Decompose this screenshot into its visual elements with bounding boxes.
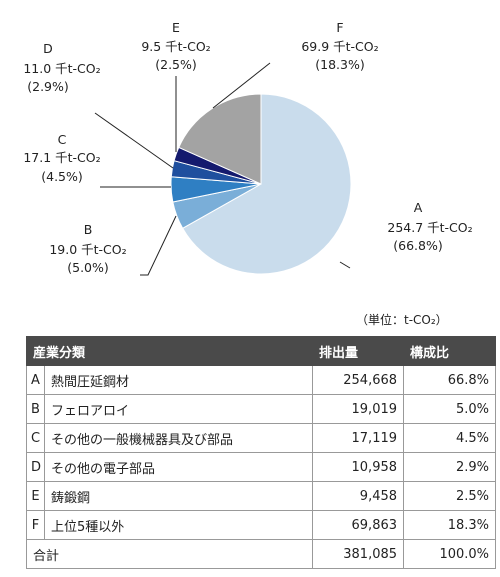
slice-amount-label: 254.7 千t-CO₂ bbox=[387, 220, 472, 235]
row-code: D bbox=[26, 452, 45, 482]
header-share: 構成比 bbox=[403, 336, 497, 366]
row-name: 熱間圧延鋼材 bbox=[43, 365, 314, 395]
row-share: 4.5% bbox=[403, 423, 497, 453]
row-emission: 17,119 bbox=[312, 423, 405, 453]
total-share: 100.0% bbox=[403, 539, 497, 569]
slice-amount-label: 9.5 千t-CO₂ bbox=[141, 39, 210, 54]
row-emission: 9,458 bbox=[312, 481, 405, 511]
slice-percent-label: (2.5%) bbox=[155, 57, 197, 72]
table-row: F 上位5種以外 69,863 18.3% bbox=[26, 510, 497, 540]
row-emission: 254,668 bbox=[312, 365, 405, 395]
row-name: その他の一般機械器具及び部品 bbox=[43, 423, 314, 453]
slice-amount-label: 19.0 千t-CO₂ bbox=[49, 242, 126, 257]
table-header-row: 産業分類 排出量 構成比 bbox=[25, 336, 497, 366]
table-row: C その他の一般機械器具及び部品 17,119 4.5% bbox=[26, 423, 497, 453]
slice-percent-label: (5.0%) bbox=[67, 260, 109, 275]
total-emission: 381,085 bbox=[312, 539, 405, 569]
row-share: 2.9% bbox=[403, 452, 497, 482]
table-total-row: 合計 381,085 100.0% bbox=[25, 539, 497, 569]
leader-line-d bbox=[94, 112, 174, 169]
emission-table: 産業分類 排出量 構成比 A 熱間圧延鋼材 254,668 66.8% B フェ… bbox=[25, 336, 497, 569]
leader-line-f bbox=[212, 62, 271, 109]
unit-note: （単位：t-CO₂） bbox=[356, 313, 448, 327]
row-code: F bbox=[26, 510, 45, 540]
leader-line-a bbox=[339, 261, 351, 269]
table-row: A 熱間圧延鋼材 254,668 66.8% bbox=[26, 365, 497, 395]
row-share: 18.3% bbox=[403, 510, 497, 540]
slice-code-label: E bbox=[172, 20, 180, 35]
row-code: A bbox=[26, 365, 45, 395]
row-code: B bbox=[26, 394, 45, 424]
row-emission: 19,019 bbox=[312, 394, 405, 424]
row-name: 上位5種以外 bbox=[43, 510, 314, 540]
slice-code-label: A bbox=[414, 200, 423, 215]
row-code: C bbox=[26, 423, 45, 453]
slice-amount-label: 69.9 千t-CO₂ bbox=[301, 39, 378, 54]
slice-code-label: F bbox=[336, 20, 343, 35]
row-name: 鋳鍛鋼 bbox=[43, 481, 314, 511]
row-emission: 10,958 bbox=[312, 452, 405, 482]
table-row: D その他の電子部品 10,958 2.9% bbox=[26, 452, 497, 482]
table-row: B フェロアロイ 19,019 5.0% bbox=[26, 394, 497, 424]
slice-amount-label: 17.1 千t-CO₂ bbox=[23, 150, 100, 165]
slice-percent-label: (4.5%) bbox=[41, 169, 83, 184]
pie-slice-a bbox=[181, 93, 352, 275]
row-share: 5.0% bbox=[403, 394, 497, 424]
row-share: 2.5% bbox=[403, 481, 497, 511]
row-name: その他の電子部品 bbox=[43, 452, 314, 482]
slice-code-label: B bbox=[84, 222, 93, 237]
row-share: 66.8% bbox=[403, 365, 497, 395]
header-category: 産業分類 bbox=[25, 336, 314, 366]
pie-chart: A 254.7 千t-CO₂ (66.8%) B 19.0 千t-CO₂ (5.0%) C 1… bbox=[23, 20, 473, 276]
header-emission: 排出量 bbox=[312, 336, 405, 366]
pie-slice-f bbox=[178, 93, 262, 185]
row-code: E bbox=[26, 481, 45, 511]
slice-percent-label: (18.3%) bbox=[315, 57, 364, 72]
row-name: フェロアロイ bbox=[43, 394, 314, 424]
slice-percent-label: (2.9%) bbox=[27, 79, 69, 94]
slice-code-label: D bbox=[43, 41, 53, 56]
slice-percent-label: (66.8%) bbox=[393, 238, 442, 253]
slice-amount-label: 11.0 千t-CO₂ bbox=[23, 61, 100, 76]
leader-line-b bbox=[140, 215, 177, 276]
total-label: 合計 bbox=[25, 539, 314, 569]
row-emission: 69,863 bbox=[312, 510, 405, 540]
slice-code-label: C bbox=[58, 132, 67, 147]
table-row: E 鋳鍛鋼 9,458 2.5% bbox=[26, 481, 497, 511]
